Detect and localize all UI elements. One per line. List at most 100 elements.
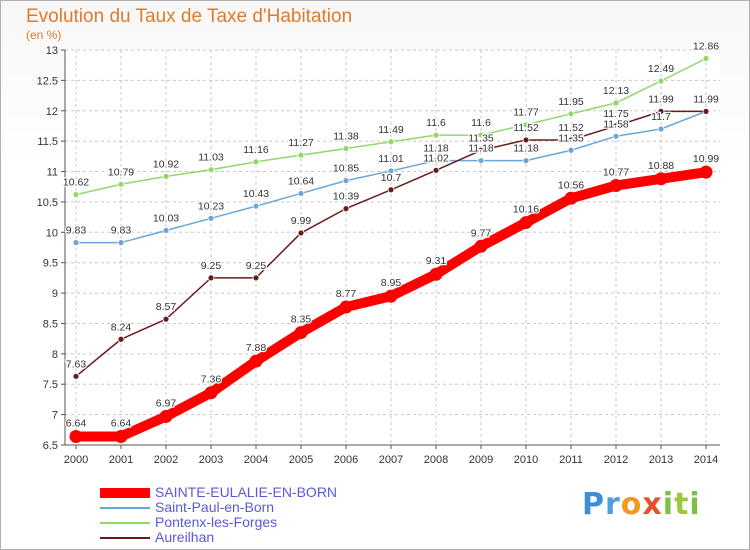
data-label: 11.35 bbox=[558, 132, 584, 144]
logo-letter: t bbox=[674, 487, 690, 522]
data-label: 11.49 bbox=[378, 124, 404, 136]
data-point bbox=[567, 136, 575, 144]
x-tick-label: 2005 bbox=[289, 454, 313, 466]
y-tick-label: 12.5 bbox=[37, 75, 58, 87]
data-point bbox=[657, 125, 665, 133]
x-tick-label: 2000 bbox=[64, 454, 88, 466]
data-label: 11.16 bbox=[243, 144, 269, 156]
data-point bbox=[162, 227, 170, 234]
data-label: 11.6 bbox=[426, 117, 446, 129]
logo-letter: r bbox=[605, 487, 621, 522]
data-label: 9.77 bbox=[471, 227, 492, 239]
data-point bbox=[477, 131, 485, 139]
data-point bbox=[297, 190, 305, 197]
data-label: 9.31 bbox=[426, 255, 447, 267]
data-label: 11.99 bbox=[648, 93, 674, 105]
legend-item: Saint-Paul-en-Born bbox=[100, 500, 420, 515]
logo-letter: i bbox=[689, 487, 701, 522]
legend-swatch bbox=[100, 522, 150, 524]
data-point bbox=[432, 166, 440, 174]
data-label: 10.79 bbox=[108, 166, 134, 178]
legend-item: SAINTE-EULALIE-EN-BORN bbox=[100, 485, 420, 500]
data-label: 9.25 bbox=[201, 260, 222, 272]
data-point bbox=[72, 239, 80, 247]
x-tick-label: 2012 bbox=[604, 454, 628, 466]
x-tick-label: 2001 bbox=[109, 454, 133, 466]
data-point bbox=[342, 145, 350, 152]
data-point bbox=[297, 151, 305, 159]
y-tick-label: 9.5 bbox=[43, 258, 58, 270]
x-tick-label: 2002 bbox=[154, 454, 178, 466]
data-label: 10.77 bbox=[603, 167, 629, 179]
chart-legend: SAINTE-EULALIE-EN-BORN Saint-Paul-en-Bor… bbox=[100, 485, 420, 545]
data-label: 11.52 bbox=[558, 122, 584, 134]
legend-label: Saint-Paul-en-Born bbox=[155, 499, 275, 515]
data-point bbox=[294, 326, 308, 340]
logo-letter: x bbox=[642, 487, 663, 522]
data-point bbox=[657, 107, 665, 115]
y-tick-label: 10.5 bbox=[37, 197, 58, 209]
data-point bbox=[522, 121, 530, 129]
data-label: 11.52 bbox=[513, 122, 539, 134]
data-point bbox=[204, 386, 218, 400]
data-point bbox=[342, 177, 350, 185]
data-point bbox=[207, 166, 215, 174]
data-label: 10.88 bbox=[648, 160, 674, 172]
data-label: 10.92 bbox=[153, 158, 179, 170]
data-label: 10.7 bbox=[381, 172, 402, 184]
x-tick-label: 2008 bbox=[424, 454, 448, 466]
data-label: 12.49 bbox=[648, 63, 674, 75]
data-point bbox=[477, 157, 485, 165]
data-label: 11.75 bbox=[603, 108, 629, 120]
data-point bbox=[432, 157, 440, 165]
data-label: 11.03 bbox=[198, 152, 224, 164]
data-label: 10.99 bbox=[693, 153, 719, 165]
chart-title: Evolution du Taux de Taxe d'Habitation bbox=[26, 6, 353, 27]
data-point bbox=[477, 146, 485, 154]
data-label: 6.64 bbox=[66, 417, 87, 429]
y-tick-label: 8 bbox=[52, 349, 58, 361]
data-label: 11.18 bbox=[423, 143, 449, 155]
data-label: 10.03 bbox=[153, 212, 179, 224]
data-point bbox=[339, 300, 353, 314]
legend-item: Aureilhan bbox=[100, 530, 420, 545]
data-point bbox=[612, 132, 620, 140]
legend-item: Pontenx-les-Forges bbox=[100, 515, 420, 530]
data-label: 10.56 bbox=[558, 179, 584, 191]
legend-label: SAINTE-EULALIE-EN-BORN bbox=[155, 484, 338, 500]
data-point bbox=[387, 186, 395, 194]
x-tick-label: 2011 bbox=[559, 454, 583, 466]
legend-swatch bbox=[100, 537, 150, 539]
data-point bbox=[432, 131, 440, 139]
data-point bbox=[567, 146, 575, 154]
data-point bbox=[162, 315, 170, 323]
data-label: 11.7 bbox=[651, 111, 671, 123]
data-label: 7.88 bbox=[246, 342, 267, 354]
data-label: 8.77 bbox=[336, 288, 357, 300]
data-point bbox=[699, 165, 713, 179]
data-label: 7.63 bbox=[66, 358, 87, 370]
logo-letter: P bbox=[582, 487, 605, 522]
data-point bbox=[69, 429, 83, 443]
data-point bbox=[387, 138, 395, 146]
plot-area bbox=[65, 50, 720, 445]
data-point bbox=[252, 158, 260, 166]
data-label: 10.85 bbox=[333, 163, 359, 175]
data-label: 9.99 bbox=[291, 215, 312, 227]
data-point bbox=[654, 172, 668, 186]
data-point bbox=[702, 55, 710, 62]
data-label: 10.23 bbox=[198, 200, 224, 212]
data-label: 11.99 bbox=[693, 93, 719, 105]
data-label: 7.36 bbox=[201, 374, 222, 386]
y-tick-label: 11 bbox=[47, 167, 58, 179]
data-point bbox=[612, 122, 620, 130]
y-tick-label: 7.5 bbox=[43, 379, 58, 391]
data-point bbox=[72, 372, 80, 380]
data-label: 11.27 bbox=[288, 137, 314, 149]
x-tick-label: 2004 bbox=[244, 454, 268, 466]
logo-letter: o bbox=[620, 487, 643, 522]
y-tick-label: 7 bbox=[52, 410, 58, 422]
data-label: 10.64 bbox=[288, 175, 314, 187]
y-tick-label: 10 bbox=[46, 227, 58, 239]
data-label: 9.83 bbox=[66, 225, 87, 237]
